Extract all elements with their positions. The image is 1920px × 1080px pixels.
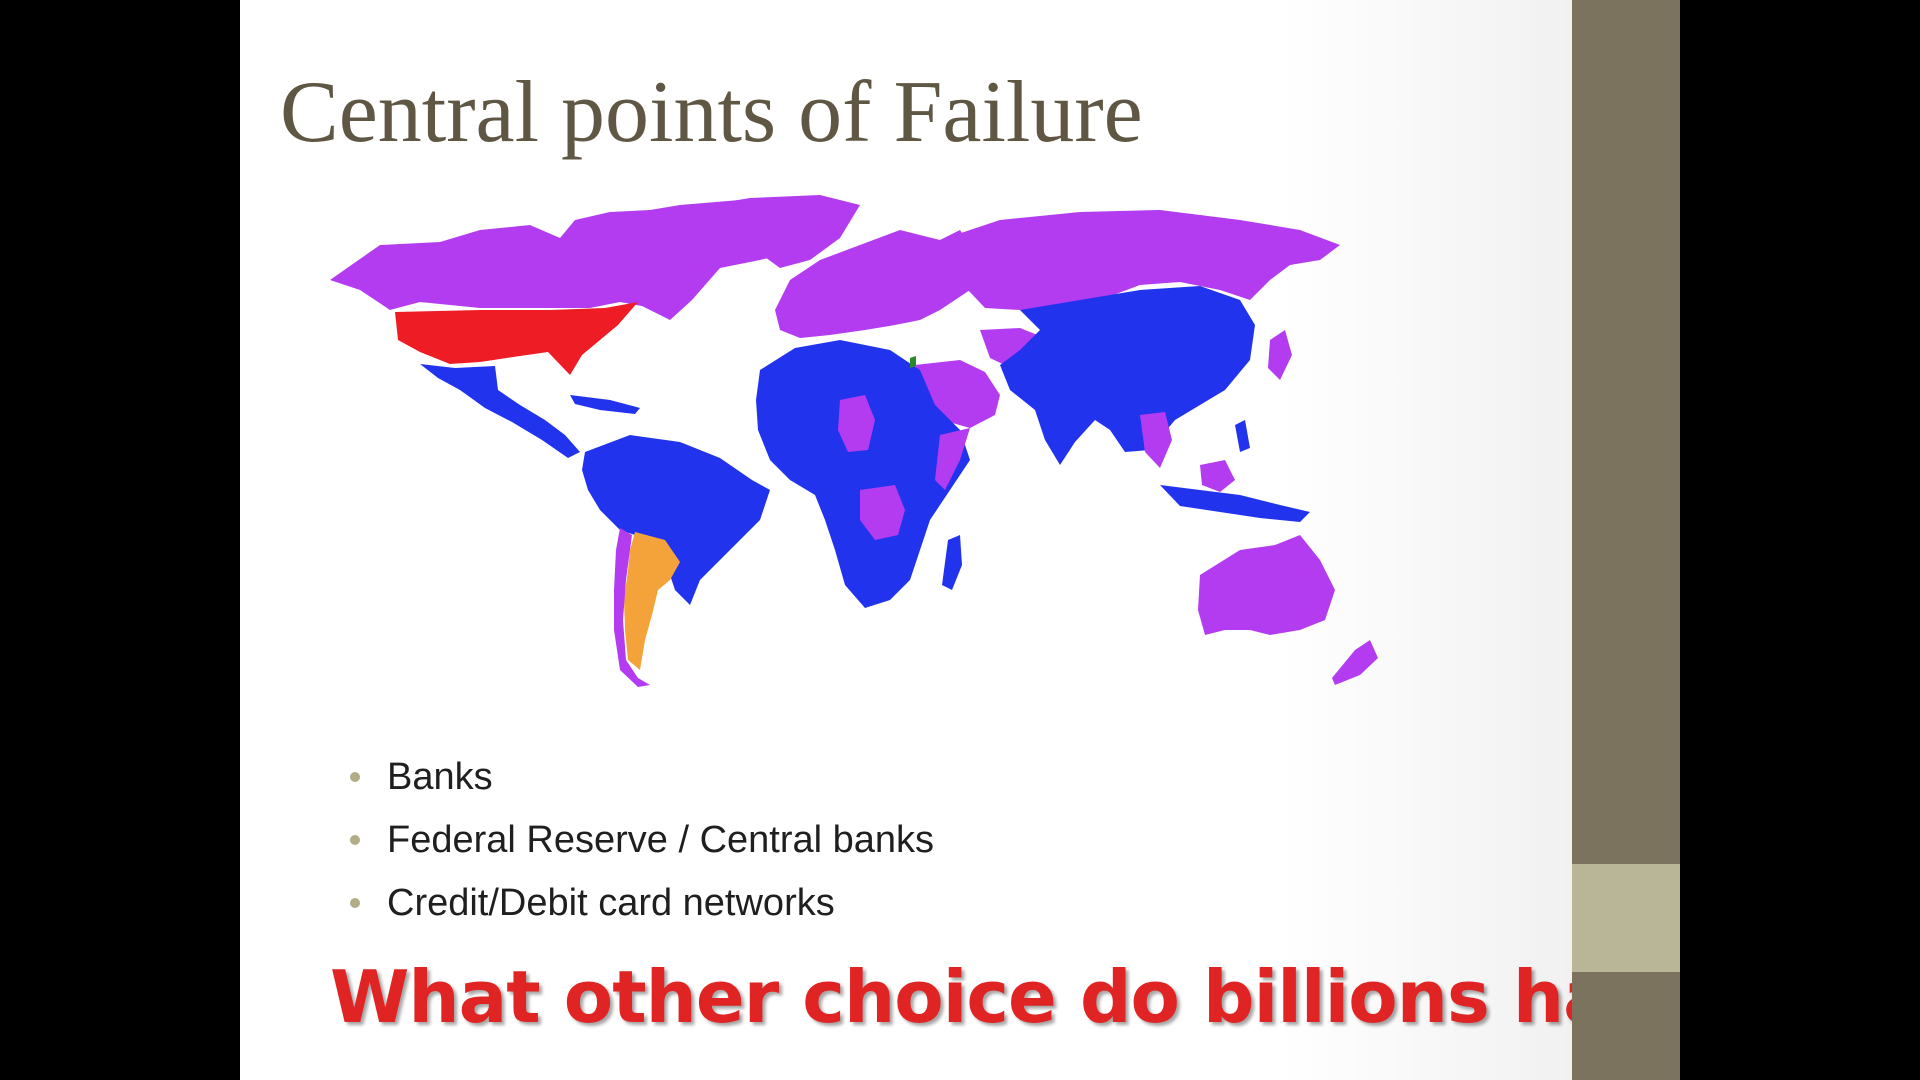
slide-side-accent: [1572, 864, 1680, 972]
map-region-congo: [860, 485, 905, 540]
bullet-dot-icon: [350, 834, 360, 845]
map-region-greenland: [690, 195, 860, 268]
map-region-new-zealand: [1332, 640, 1378, 685]
bullet-item: Credit/Debit card networks: [350, 871, 934, 934]
map-region-somalia: [935, 428, 970, 490]
map-region-chad: [838, 395, 875, 452]
bullet-item: Banks: [350, 745, 934, 808]
map-region-argentina: [624, 532, 680, 670]
map-region-philippines: [1235, 420, 1250, 452]
map-region-usa: [395, 302, 638, 375]
slide-title: Central points of Failure: [280, 64, 1143, 161]
bullet-text: Banks: [387, 755, 493, 798]
bullet-dot-icon: [350, 771, 360, 782]
map-region-asia: [1000, 286, 1255, 465]
bullet-list: Banks Federal Reserve / Central banks Cr…: [350, 745, 934, 934]
map-region-russia: [940, 210, 1340, 310]
world-map: [320, 190, 1460, 730]
map-region-mexico: [420, 364, 580, 458]
bullet-item: Federal Reserve / Central banks: [350, 808, 934, 871]
bullet-text: Credit/Debit card networks: [387, 881, 835, 924]
map-region-south-america: [582, 435, 770, 605]
map-region-thailand: [1140, 412, 1172, 468]
map-region-borneo: [1200, 460, 1235, 492]
world-map-svg: [330, 195, 1378, 687]
map-region-europe: [775, 230, 980, 338]
map-region-caribbean: [570, 395, 640, 414]
map-region-japan: [1268, 330, 1292, 380]
map-region-indonesia: [1160, 485, 1310, 522]
bullet-text: Federal Reserve / Central banks: [387, 818, 935, 861]
map-region-australia: [1198, 535, 1335, 635]
map-region-israel: [910, 356, 916, 368]
callout-text: What other choice do billions have?: [330, 955, 1572, 1039]
map-region-africa: [756, 340, 970, 608]
bullet-dot-icon: [350, 897, 360, 908]
map-region-chile: [614, 528, 650, 687]
map-region-madagascar: [942, 535, 962, 590]
slide: Central points of Failure: [240, 0, 1572, 1080]
map-region-canada: [330, 200, 840, 320]
